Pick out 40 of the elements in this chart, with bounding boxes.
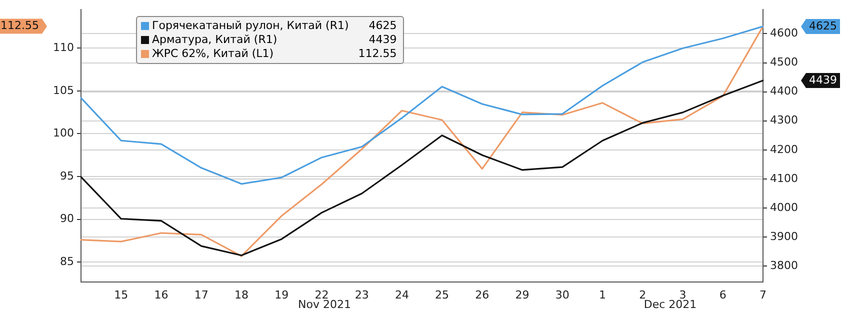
annotation: 4439 (368, 33, 397, 47)
text: 4625 (809, 19, 838, 32)
y-tick-label: 85 (60, 254, 74, 268)
legend-label: ЖРС 62%, Китай (L1) (152, 47, 275, 61)
x-tick-label: 23 (354, 288, 369, 302)
y2-tick-label: 3900 (770, 230, 798, 243)
y2-tick-label: 4300 (770, 114, 798, 127)
legend-label: Арматура, Китай (R1) (152, 33, 278, 47)
annotation: 112.55 (357, 47, 397, 61)
x-tick-label: 19 (274, 288, 289, 302)
text: 112.55 (0, 19, 40, 32)
text: Nov 2021 (298, 298, 351, 312)
x-tick-label: 15 (114, 288, 128, 302)
y2-tick-label: 3800 (770, 258, 798, 272)
x-tick-label: 18 (234, 288, 248, 302)
y2-tick-label: 4000 (770, 200, 798, 214)
x-tick-label: 2 (639, 288, 646, 302)
x-tick-label: 24 (394, 288, 409, 302)
x-tick-label: 29 (515, 288, 530, 302)
x-tick-label: 17 (194, 288, 208, 302)
x-tick-label: 1 (599, 288, 606, 302)
x-tick-label: 26 (475, 288, 490, 302)
y2-tick-label: 4400 (770, 84, 798, 98)
y2-tick-label: 4600 (770, 26, 798, 40)
x-tick-label: 30 (555, 288, 570, 302)
y-tick-label: 95 (60, 169, 74, 182)
annotation: 4625 (368, 19, 397, 33)
x-tick-label: 6 (719, 288, 726, 302)
y-tick-label: 100 (52, 126, 74, 140)
x-tick-label: 7 (760, 288, 767, 302)
x-tick-label: 16 (154, 288, 168, 302)
legend-label: Горячекатаный рулон, Китай (R1) (152, 19, 349, 33)
y2-tick-label: 4500 (770, 56, 798, 69)
y-tick-label: 105 (52, 84, 74, 97)
y-tick-label: 110 (52, 40, 74, 54)
y2-tick-label: 4200 (770, 142, 798, 156)
x-tick-label: 25 (435, 288, 450, 302)
text: 4439 (809, 73, 838, 86)
y2-tick-label: 4100 (770, 172, 798, 185)
y-tick-label: 90 (60, 212, 74, 226)
